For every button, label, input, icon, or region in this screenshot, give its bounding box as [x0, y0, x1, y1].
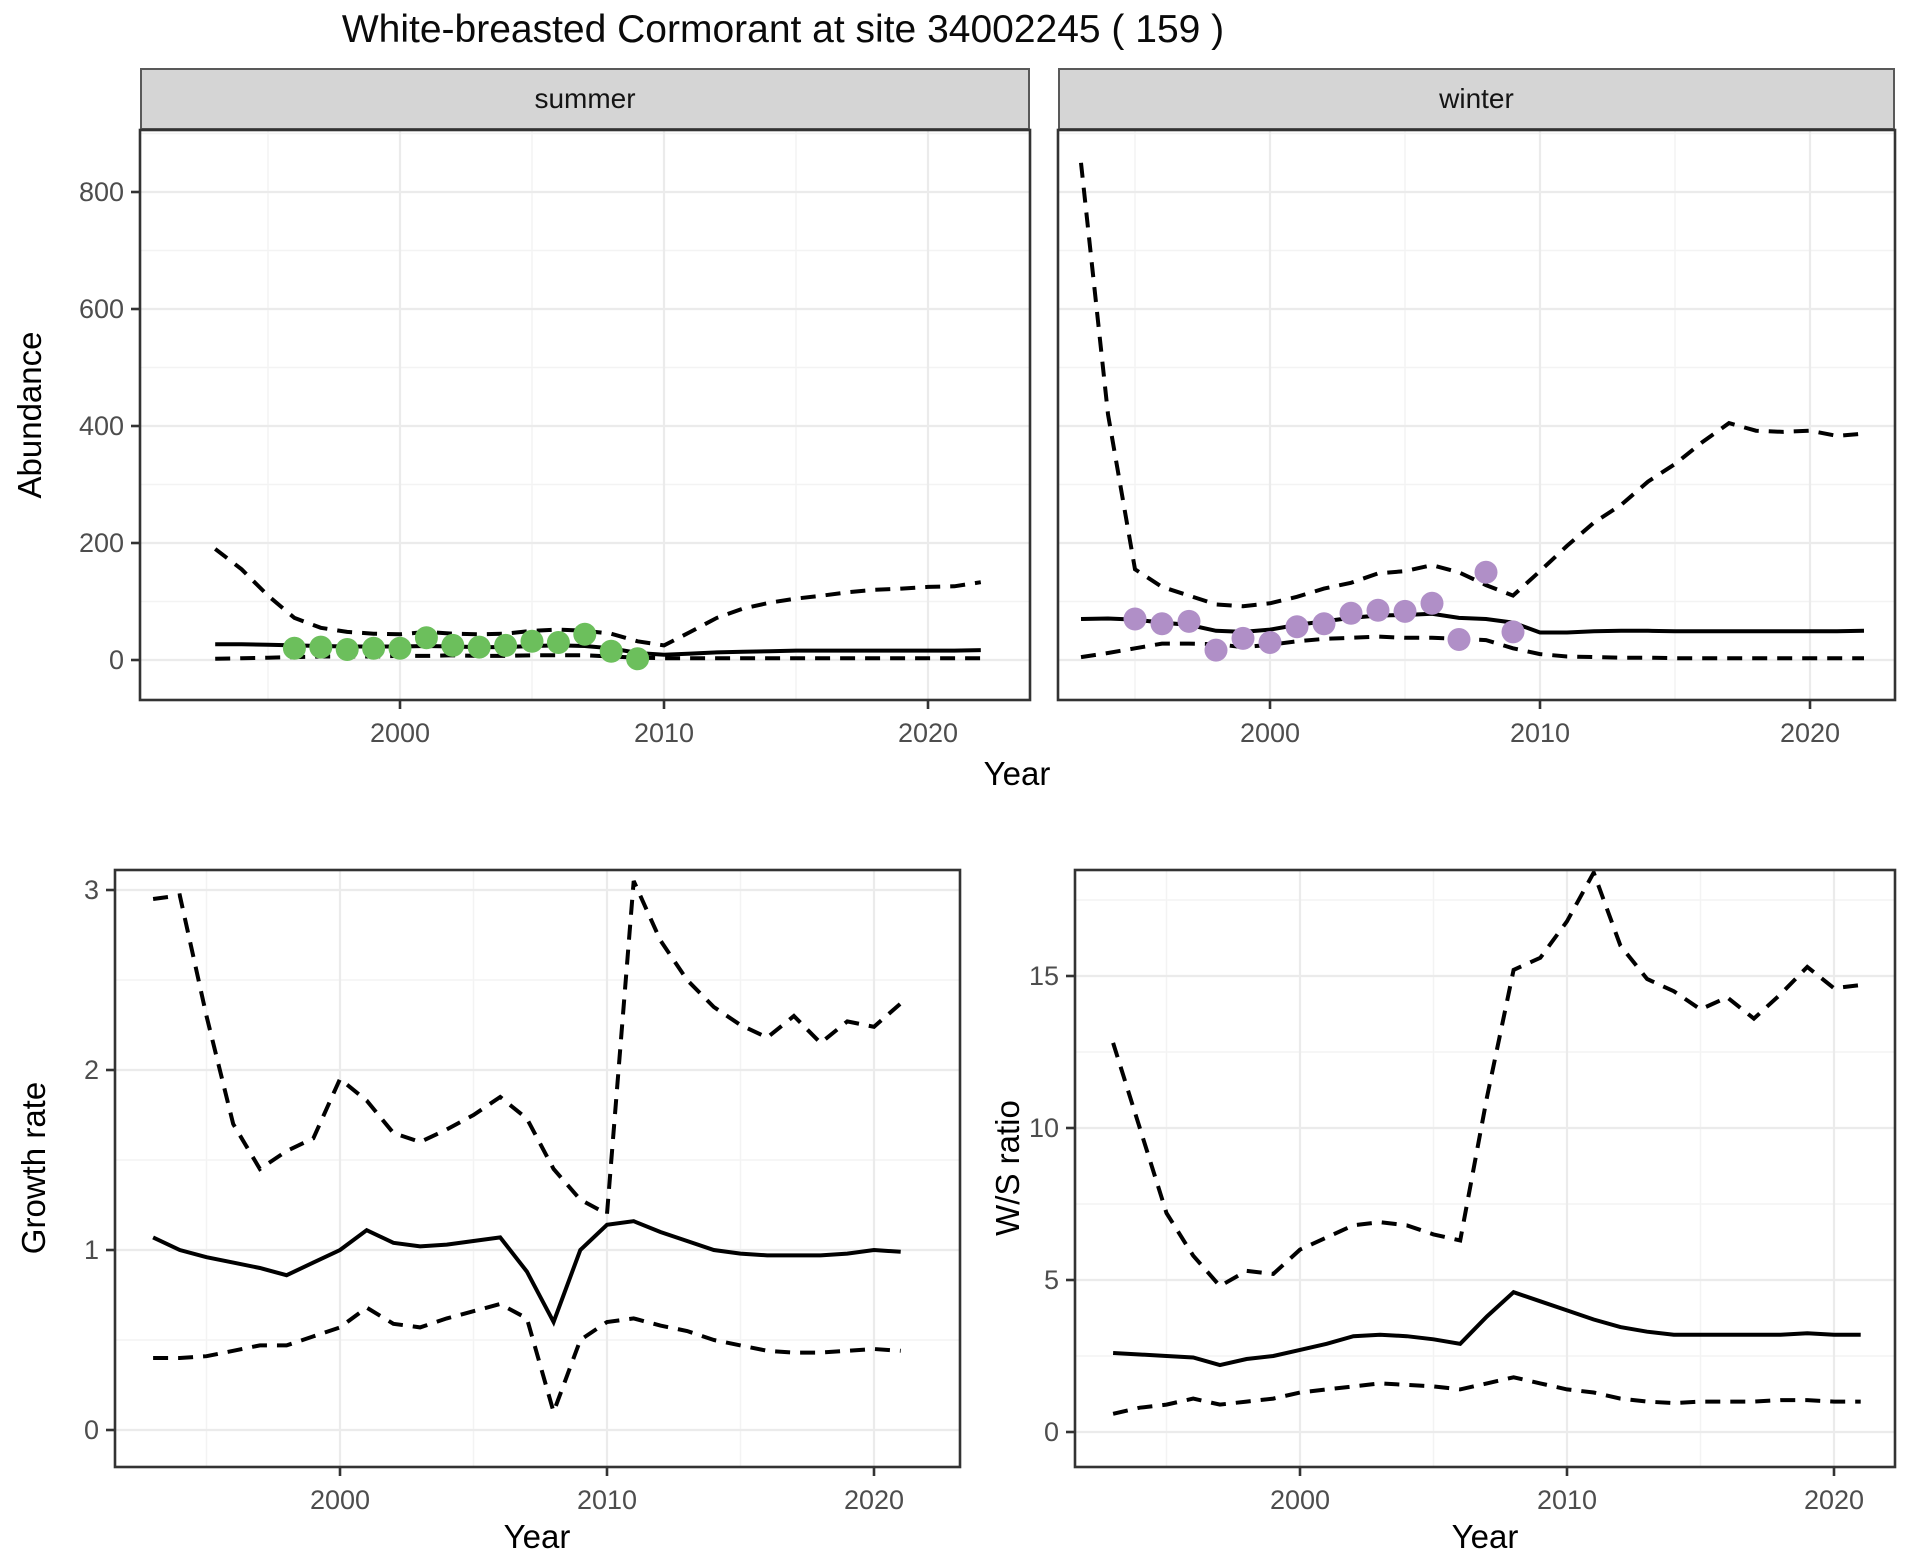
- data-point: [362, 636, 386, 660]
- y-axis-title-abundance: Abundance: [11, 331, 48, 499]
- x-tick-label: 2020: [1780, 718, 1840, 748]
- x-tick-label: 2020: [898, 718, 958, 748]
- y-tick-label: 0: [109, 645, 124, 675]
- data-point: [1447, 628, 1471, 651]
- panel-border: [138, 128, 1032, 702]
- data-point: [599, 639, 623, 663]
- panel-growth-rate: 2000 2010 2020 0 1 2 3: [84, 868, 962, 1515]
- panel-abundance-summer: 2000 2010 2020 0 200 400 600 800: [79, 128, 1032, 748]
- data-point: [1285, 615, 1309, 639]
- data-point: [1150, 612, 1174, 636]
- data-point: [1474, 560, 1498, 584]
- panel-border: [1073, 868, 1897, 1469]
- data-point: [1258, 631, 1282, 654]
- y-tick-label: 800: [79, 177, 124, 207]
- y-tick-label: 0: [84, 1415, 99, 1445]
- x-tick-label: 2000: [310, 1485, 370, 1515]
- data-point: [1366, 598, 1390, 622]
- facet-strip-summer: summer: [140, 68, 1030, 130]
- series-estimate: [1112, 1289, 1861, 1368]
- x-tick-label: 2010: [1510, 718, 1570, 748]
- x-tick-label: 2010: [634, 718, 694, 748]
- data-point: [1420, 591, 1444, 615]
- data-point: [1501, 620, 1525, 644]
- y-tick-label: 2: [84, 1055, 99, 1085]
- panel-border: [1056, 128, 1897, 702]
- x-tick-label: 2010: [577, 1485, 637, 1515]
- series-estimate: [1080, 611, 1865, 635]
- y-tick-label: 15: [1029, 961, 1059, 991]
- data-point: [546, 631, 570, 654]
- series-estimate: [152, 1219, 901, 1327]
- facet-label-winter: winter: [1439, 83, 1514, 114]
- facet-label-summer: summer: [534, 83, 636, 114]
- plot-title: White-breasted Cormorant at site 3400224…: [341, 8, 1225, 51]
- series-lower_ci: [215, 653, 981, 661]
- series-lower_ci: [1112, 1375, 1861, 1416]
- data-point: [1231, 626, 1255, 650]
- y-tick-label: 200: [79, 528, 124, 558]
- x-axis-title-growth-rate: Year: [503, 1518, 571, 1555]
- y-tick-label: 3: [84, 875, 99, 905]
- x-axis-title-ws-ratio: Year: [1451, 1518, 1519, 1555]
- panel-border: [113, 868, 962, 1469]
- data-point: [282, 636, 306, 660]
- series-lower_ci: [1080, 634, 1864, 661]
- data-point: [1393, 599, 1417, 623]
- x-tick-label: 2020: [1804, 1485, 1864, 1515]
- x-tick-label: 2000: [1270, 1485, 1330, 1515]
- data-point: [1339, 601, 1363, 625]
- y-tick-label: 600: [79, 294, 124, 324]
- x-tick-label: 2010: [1537, 1485, 1597, 1515]
- data-point: [1177, 609, 1201, 633]
- y-tick-label: 1: [84, 1235, 99, 1265]
- series-upper_ci: [1111, 870, 1861, 1289]
- data-point: [573, 622, 597, 646]
- y-tick-label: 400: [79, 411, 124, 441]
- series-upper_ci: [1079, 162, 1865, 609]
- x-tick-label: 2000: [370, 718, 430, 748]
- x-tick-label: 2000: [1240, 718, 1300, 748]
- y-axis-title-ws-ratio: W/S ratio: [989, 1100, 1026, 1236]
- y-tick-label: 0: [1044, 1417, 1059, 1447]
- series-lower_ci: [153, 1301, 901, 1419]
- panel-ws-ratio: 2000 2010 2020 0 5 10 15: [1029, 868, 1897, 1515]
- data-point: [1123, 607, 1147, 631]
- facet-strip-winter: winter: [1058, 68, 1895, 130]
- data-point: [494, 633, 518, 657]
- panel-abundance-winter: 2000 2010 2020: [1056, 128, 1897, 748]
- y-tick-label: 5: [1044, 1265, 1059, 1295]
- data-point: [467, 635, 491, 659]
- series-upper_ci: [152, 880, 903, 1218]
- data-point: [520, 629, 544, 653]
- data-point: [335, 638, 359, 661]
- data-point: [441, 633, 465, 657]
- data-point: [309, 635, 333, 659]
- x-axis-title-top: Year: [983, 755, 1051, 792]
- data-point: [1204, 638, 1228, 662]
- y-axis-title-growth-rate: Growth rate: [15, 1081, 52, 1255]
- data-point: [388, 636, 412, 660]
- y-tick-label: 10: [1029, 1113, 1059, 1143]
- series-upper_ci: [213, 547, 982, 648]
- data-point: [1312, 612, 1336, 636]
- data-point: [414, 626, 438, 650]
- data-point: [626, 647, 650, 671]
- x-tick-label: 2020: [844, 1485, 904, 1515]
